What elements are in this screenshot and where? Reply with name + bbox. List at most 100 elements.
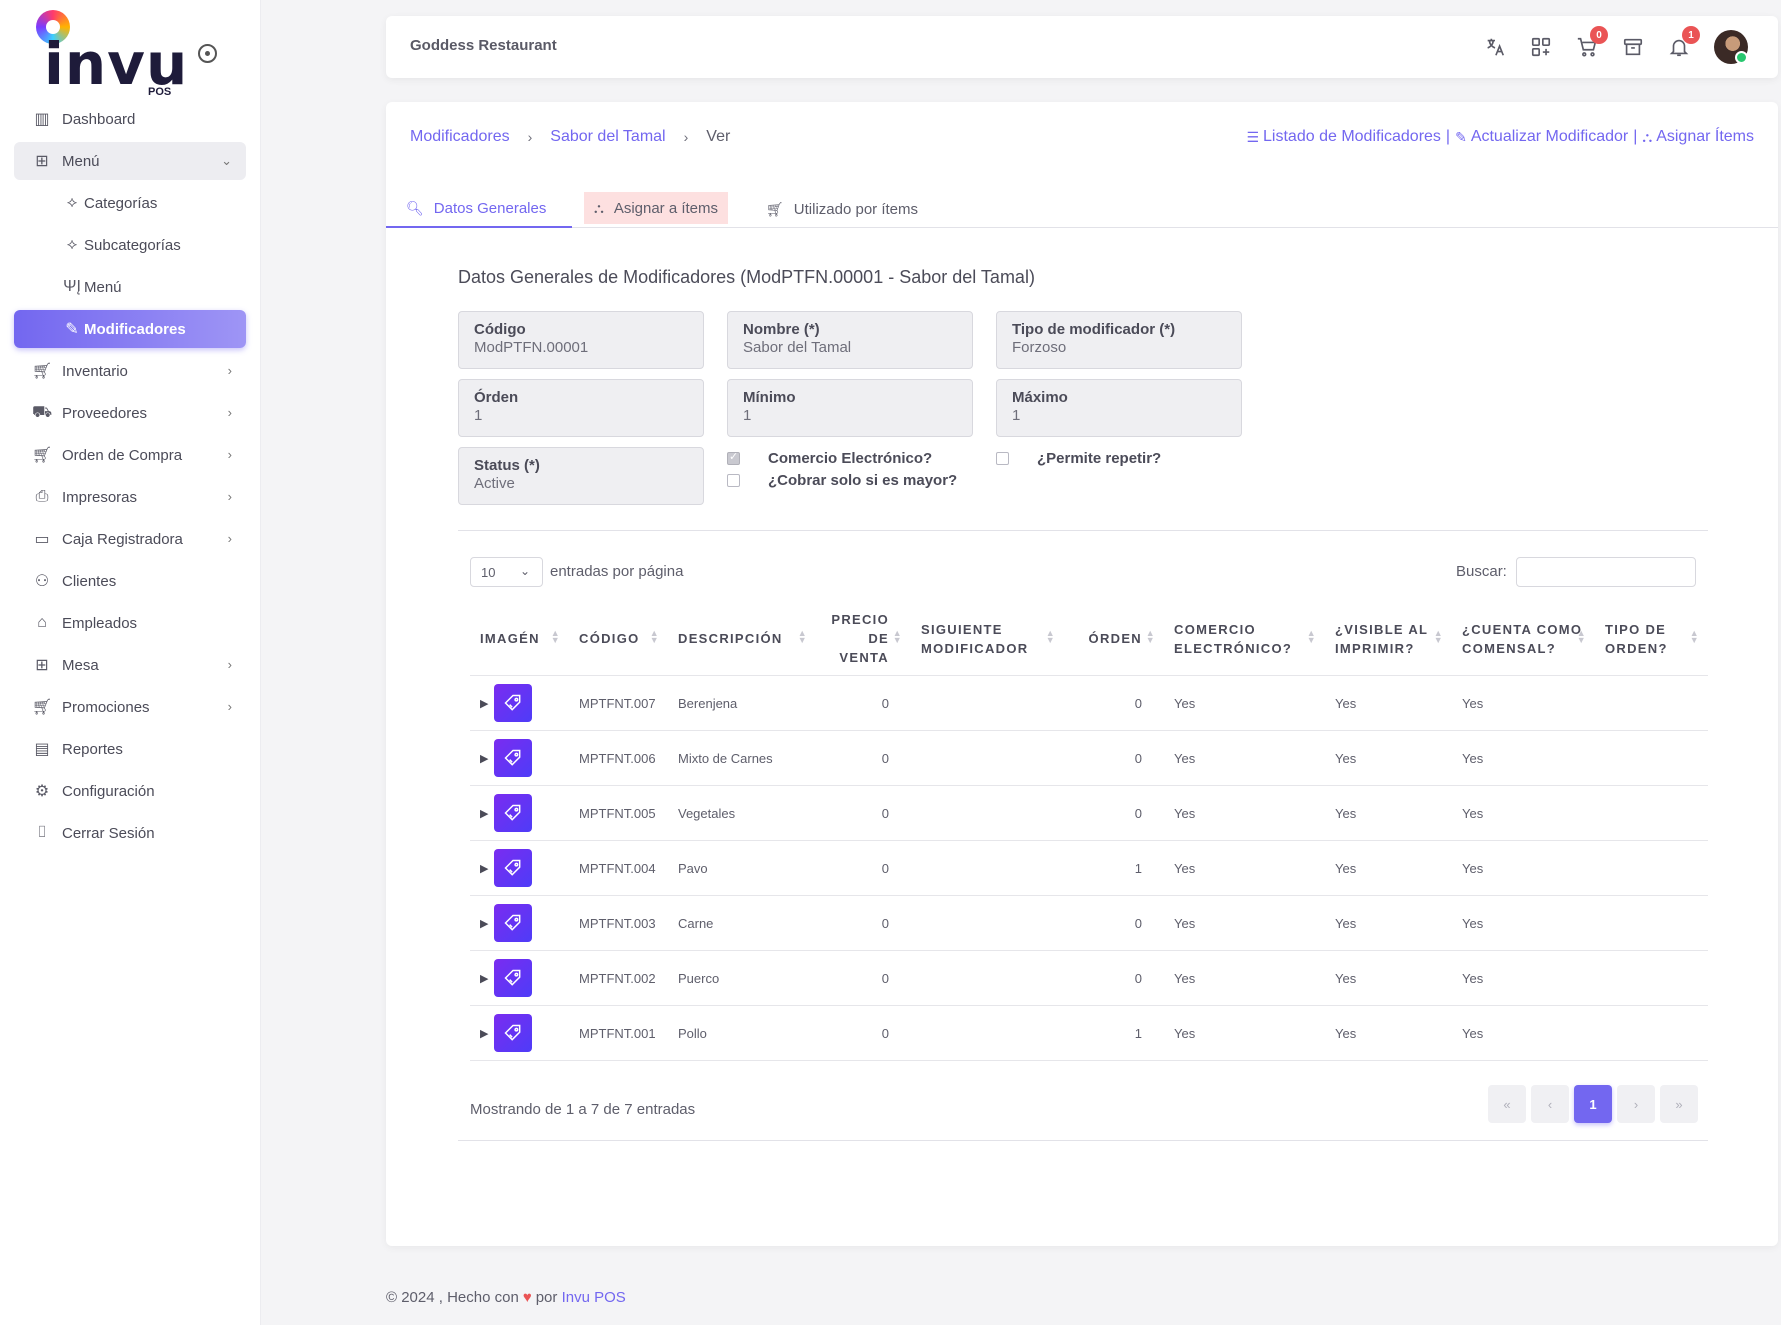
field-value: Active	[474, 475, 515, 492]
cell-siguiente	[911, 675, 1064, 731]
sidebar-item-promociones[interactable]: 🛒︎ Promociones ›	[14, 688, 246, 726]
separator: |	[1633, 128, 1638, 145]
expand-row-icon[interactable]: ▶	[480, 1027, 489, 1040]
sidebar-item-empleados[interactable]: ⌂ Empleados	[14, 604, 246, 642]
separator: |	[1445, 128, 1451, 145]
sidebar-item-dashboard[interactable]: ▥ Dashboard	[14, 100, 246, 138]
cell-comensal: Yes	[1452, 675, 1595, 731]
fork-knife-icon: ΨĮ	[63, 278, 81, 295]
tab-asignar-items[interactable]: ⛬ Asignar a ítems	[584, 192, 729, 224]
sidebar-item-menú[interactable]: ΨĮ Menú	[14, 268, 246, 306]
chevron-right-icon: ›	[227, 699, 232, 714]
table-header-row: Imagén ▲ ▼ Código ▲ ▼ Descripción ▲ ▼ Precio d…	[470, 602, 1708, 676]
expand-row-icon[interactable]: ▶	[480, 917, 489, 930]
expand-row-icon[interactable]: ▶	[480, 697, 489, 710]
checkbox[interactable]	[996, 452, 1009, 465]
sidebar-item-proveedores[interactable]: ⛟ Proveedores ›	[14, 394, 246, 432]
table-row[interactable]: ▶ MPTFNT.003 Carne 0 0 Yes Yes Yes	[470, 895, 1708, 951]
th-visible[interactable]: ¿Visible al imprimir? ▲ ▼	[1325, 602, 1452, 676]
footer-brand-link[interactable]: Invu POS	[561, 1289, 626, 1306]
sidebar-item-reportes[interactable]: ▤ Reportes	[14, 730, 246, 768]
cell-descripcion: Mixto de Carnes	[668, 730, 816, 786]
check-cobrar-si-mayor[interactable]: ¿Cobrar solo si es mayor?	[727, 472, 957, 489]
prev-page-button[interactable]: ‹	[1531, 1085, 1569, 1123]
field-label: Tipo de modificador (*)	[1012, 321, 1176, 338]
cell-tipo	[1595, 950, 1708, 1006]
sidebar-item-modificadores[interactable]: ✎ Modificadores	[14, 310, 246, 348]
sidebar-item-impresoras[interactable]: ⎙ Impresoras ›	[14, 478, 246, 516]
cart-icon[interactable]: 0	[1574, 26, 1608, 60]
th-imagen[interactable]: Imagén ▲ ▼	[470, 602, 569, 676]
cell-tipo	[1595, 730, 1708, 786]
sidebar-item-label: Cerrar Sesión	[62, 824, 155, 842]
collapse-sidebar-icon[interactable]	[198, 44, 217, 63]
chevron-right-icon: ›	[227, 405, 232, 420]
table-row[interactable]: ▶ MPTFNT.005 Vegetales 0 0 Yes Yes Yes	[470, 785, 1708, 841]
breadcrumb-modificadores[interactable]: Modificadores	[410, 128, 510, 145]
sort-icon: ▲ ▼	[1306, 628, 1317, 645]
sidebar-item-mesa[interactable]: ⊞ Mesa ›	[14, 646, 246, 684]
th-precio[interactable]: Precio de venta ▲ ▼	[816, 602, 911, 676]
page-size-label: entradas por página	[550, 563, 684, 580]
sidebar-item-orden-de-compra[interactable]: 🛒︎ Orden de Compra ›	[14, 436, 246, 474]
th-orden[interactable]: Órden ▲ ▼	[1064, 602, 1164, 676]
expand-row-icon[interactable]: ▶	[480, 752, 489, 765]
check-permite-repetir[interactable]: ¿Permite repetir?	[996, 450, 1161, 467]
user-avatar[interactable]	[1714, 30, 1748, 64]
sidebar-item-categorías[interactable]: ⟡ Categorías	[14, 184, 246, 222]
heart-icon: ♥	[522, 1289, 532, 1306]
expand-row-icon[interactable]: ▶	[480, 862, 489, 875]
th-tipo-orden[interactable]: Tipo de orden? ▲ ▼	[1595, 602, 1708, 676]
table-row[interactable]: ▶ MPTFNT.004 Pavo 0 1 Yes Yes Yes	[470, 840, 1708, 896]
sidebar-item-cerrar-sesión[interactable]: ⌷ Cerrar Sesión	[14, 814, 246, 852]
bell-icon[interactable]: 1	[1666, 26, 1700, 60]
grid-plus-icon[interactable]	[1528, 34, 1554, 60]
checkbox[interactable]	[727, 450, 740, 465]
tab-datos-generales[interactable]: 🔍︎ Datos Generales	[386, 190, 572, 228]
cell-siguiente	[911, 895, 1064, 951]
list-modifiers-link[interactable]: Listado de Modificadores	[1263, 128, 1441, 145]
first-page-button[interactable]: «	[1488, 1085, 1526, 1123]
translate-icon[interactable]	[1482, 34, 1508, 60]
cell-visible: Yes	[1325, 785, 1452, 841]
sidebar-item-clientes[interactable]: ⚇ Clientes	[14, 562, 246, 600]
search-input[interactable]	[1516, 557, 1696, 587]
sort-icon: ▲ ▼	[1576, 628, 1587, 645]
last-page-button[interactable]: »	[1660, 1085, 1698, 1123]
th-comensal[interactable]: ¿Cuenta como comensal? ▲ ▼	[1452, 602, 1595, 676]
next-page-button[interactable]: ›	[1617, 1085, 1655, 1123]
sidebar-item-caja-registradora[interactable]: ▭ Caja Registradora ›	[14, 520, 246, 558]
sidebar-item-menú[interactable]: ⊞ Menú ⌄	[14, 142, 246, 180]
table-row[interactable]: ▶ MPTFNT.002 Puerco 0 0 Yes Yes Yes	[470, 950, 1708, 1006]
archive-icon[interactable]	[1620, 34, 1646, 60]
checkbox[interactable]	[727, 474, 740, 487]
sidebar-item-configuración[interactable]: ⚙ Configuración	[14, 772, 246, 810]
page-1-button[interactable]: 1	[1574, 1085, 1612, 1123]
cell-codigo: MPTFNT.004	[569, 840, 668, 896]
breadcrumb-sabor-del-tamal[interactable]: Sabor del Tamal	[550, 128, 666, 145]
th-comercio[interactable]: Comercio electrónico? ▲ ▼	[1164, 602, 1325, 676]
th-siguiente[interactable]: Siguiente modificador ▲ ▼	[911, 602, 1064, 676]
check-comercio-electronico[interactable]: Comercio Electrónico?	[727, 450, 932, 467]
tab-utilizado-por-items[interactable]: 🛒︎ Utilizado por ítems	[746, 190, 938, 228]
sidebar-item-inventario[interactable]: 🛒︎ Inventario ›	[14, 352, 246, 390]
th-descripcion[interactable]: Descripción ▲ ▼	[668, 602, 816, 676]
cell-siguiente	[911, 840, 1064, 896]
table-row[interactable]: ▶ MPTFNT.006 Mixto de Carnes 0 0 Yes Yes Yes	[470, 730, 1708, 786]
search-label: Buscar:	[1456, 563, 1507, 580]
assign-items-link[interactable]: Asignar Ítems	[1656, 128, 1754, 145]
table-row[interactable]: ▶ MPTFNT.001 Pollo 0 1 Yes Yes Yes	[470, 1005, 1708, 1061]
footer-by: por	[535, 1289, 558, 1306]
tag-icon	[494, 959, 533, 997]
sidebar-item-label: Inventario	[62, 362, 128, 380]
expand-row-icon[interactable]: ▶	[480, 972, 489, 985]
cart-icon: 🛒︎	[31, 363, 53, 380]
invu-logo[interactable]: invu POS	[36, 10, 187, 100]
sort-icon: ▲ ▼	[1433, 628, 1444, 645]
update-modifier-link[interactable]: Actualizar Modificador	[1470, 128, 1629, 145]
sidebar-item-subcategorías[interactable]: ⟡ Subcategorías	[14, 226, 246, 264]
page-size-select[interactable]: 10 ⌄	[470, 557, 543, 587]
expand-row-icon[interactable]: ▶	[480, 807, 489, 820]
table-row[interactable]: ▶ MPTFNT.007 Berenjena 0 0 Yes Yes Yes	[470, 675, 1708, 731]
th-codigo[interactable]: Código ▲ ▼	[569, 602, 668, 676]
